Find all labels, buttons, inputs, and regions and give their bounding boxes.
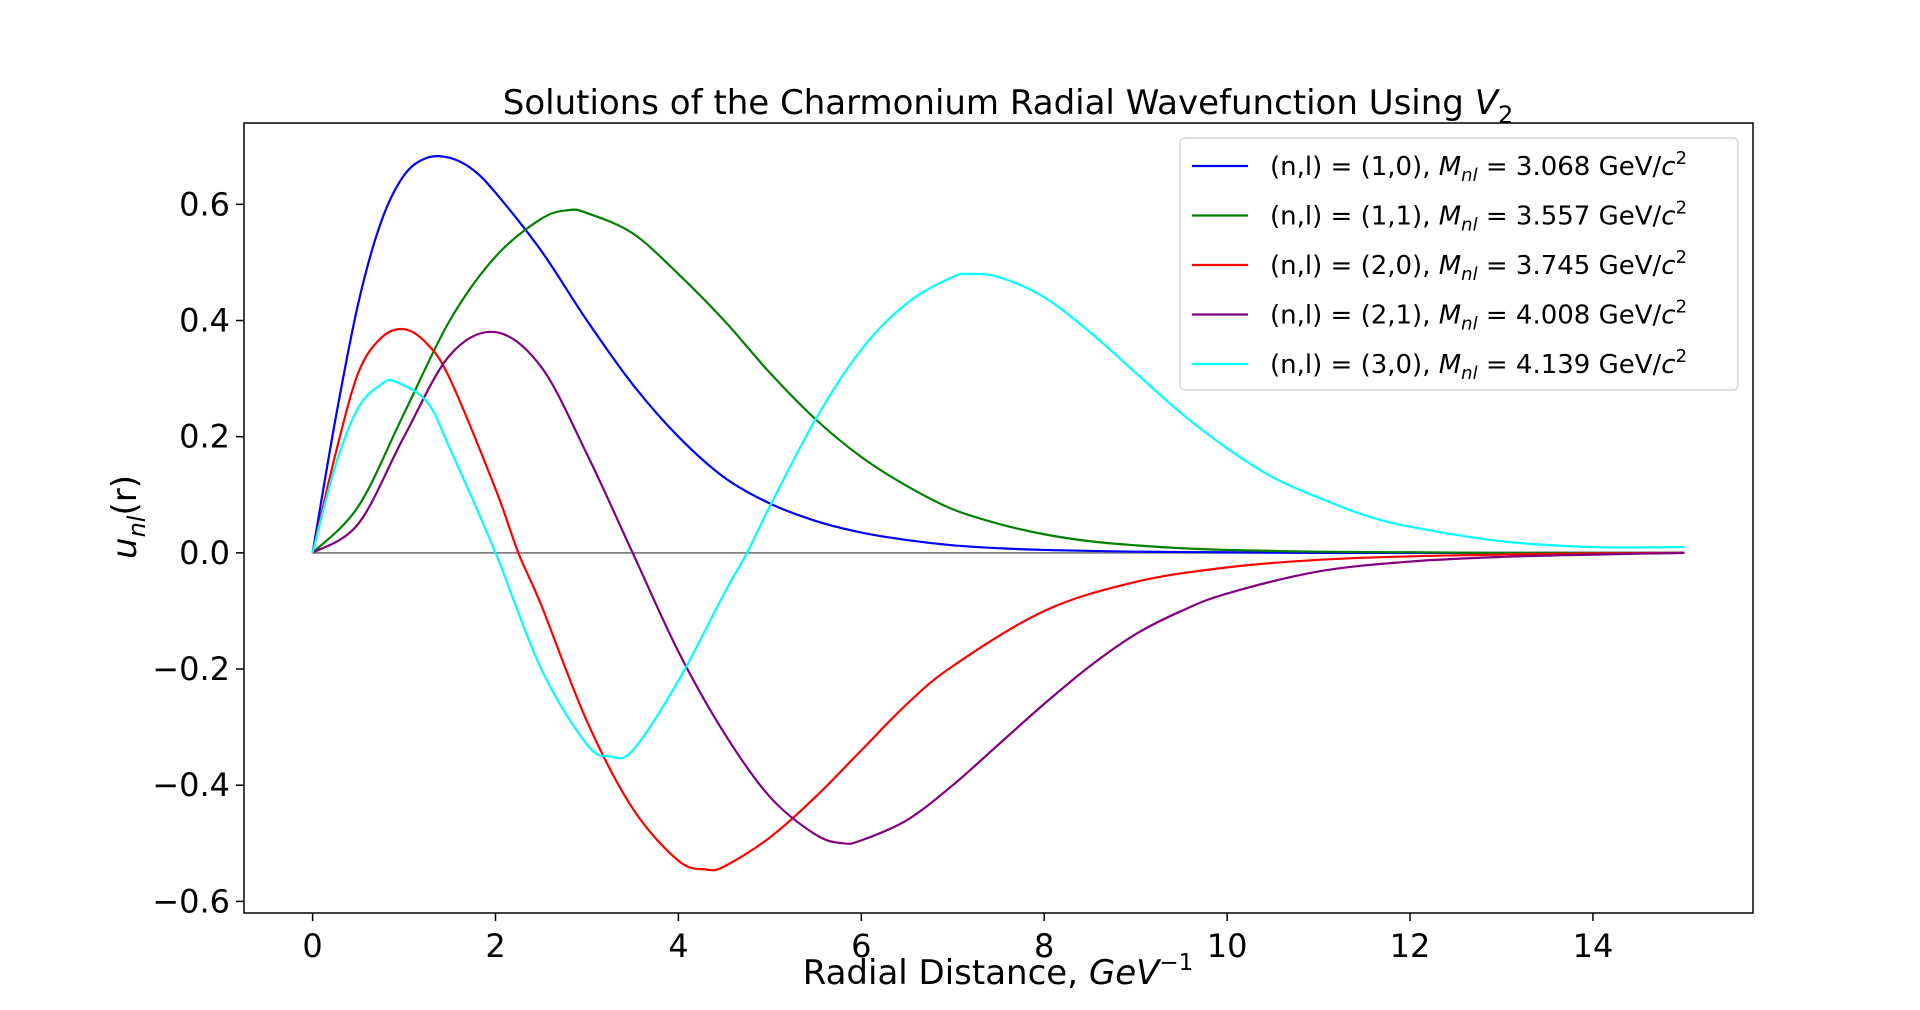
x-tick-label: 14 [1573,927,1614,965]
legend-label: (n,l) = (1,1), Mnl = 3.557 GeV/c2 [1270,198,1687,236]
plot-area [243,122,1754,914]
legend-items: (n,l) = (1,0), Mnl = 3.068 GeV/c2 (n,l) =… [1192,148,1687,384]
series-line-2 [311,208,1685,554]
x-tick-label: 2 [485,927,505,965]
y-tick-label: 0.0 [179,534,230,572]
x-tick-label: 0 [302,927,322,965]
legend-item-1: (n,l) = (1,0), Mnl = 3.068 GeV/c2 [1192,148,1687,186]
y-axis-label-suffix: (r) [105,475,145,516]
x-axis-label-sup: −1 [1159,950,1193,976]
legend-label: (n,l) = (2,0), Mnl = 3.745 GeV/c2 [1270,247,1687,285]
y-tick-label: −0.6 [152,882,230,920]
series-line-3 [311,327,1685,872]
legend-item-5: (n,l) = (3,0), Mnl = 4.139 GeV/c2 [1192,346,1687,384]
series-line-4 [312,330,1685,845]
y-axis-label: unl(r) [105,475,151,559]
x-tick-label: 10 [1207,927,1248,965]
chart-title-sub: 2 [1498,101,1513,129]
chart-title-text: Solutions of the Charmonium Radial Wavef… [503,83,1475,123]
series-layer [311,154,1685,872]
legend-item-2: (n,l) = (1,1), Mnl = 3.557 GeV/c2 [1192,198,1687,236]
legend: (n,l) = (1,0), Mnl = 3.068 GeV/c2 (n,l) =… [1179,137,1739,391]
x-axis-label-text: Radial Distance, [803,953,1089,993]
legend-box [1179,137,1739,391]
legend-label: (n,l) = (3,0), Mnl = 4.139 GeV/c2 [1270,346,1687,384]
x-axis-ticks: 0 2 4 6 8 10 12 14 [302,913,1613,965]
x-axis-label: Radial Distance, GeV−1 [803,950,1194,993]
y-tick-label: −0.4 [152,766,230,804]
y-tick-label: 0.6 [179,185,230,223]
y-axis-ticks: −0.6 −0.4 −0.2 0.0 0.2 0.4 0.6 [152,185,244,920]
legend-label: (n,l) = (2,1), Mnl = 4.008 GeV/c2 [1270,297,1687,335]
x-axis-label-var: GeV [1089,953,1162,993]
y-axis-label-sub: nl [123,515,151,537]
series-line-5 [311,272,1685,760]
y-tick-label: 0.2 [179,418,230,456]
legend-item-3: (n,l) = (2,0), Mnl = 3.745 GeV/c2 [1192,247,1687,285]
legend-item-4: (n,l) = (2,1), Mnl = 4.008 GeV/c2 [1192,297,1687,335]
chart-title: Solutions of the Charmonium Radial Wavef… [503,83,1514,129]
y-axis-label-var: u [105,537,145,559]
series-line-1 [311,154,1685,554]
chart-title-var: V [1475,83,1501,123]
x-tick-label: 12 [1390,927,1431,965]
legend-label: (n,l) = (1,0), Mnl = 3.068 GeV/c2 [1270,148,1687,186]
x-tick-label: 4 [668,927,688,965]
y-tick-label: 0.4 [179,302,230,340]
x-tick-label: 8 [1034,927,1054,965]
y-tick-label: −0.2 [152,650,230,688]
x-tick-label: 6 [851,927,871,965]
